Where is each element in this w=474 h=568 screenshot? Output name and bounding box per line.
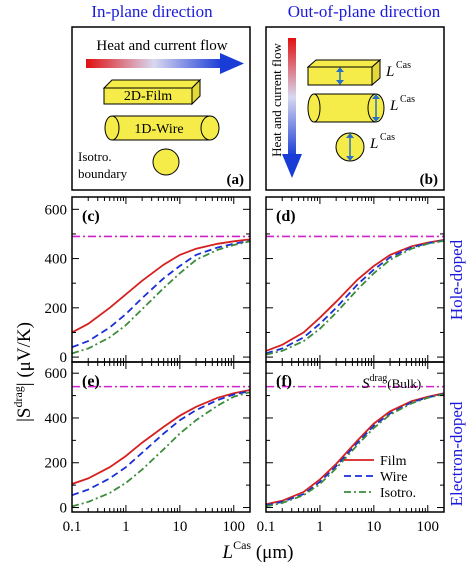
isotro-label-2: boundary [78,166,128,181]
legend-label: Film [380,454,407,469]
svg-text:LCas (μm): LCas (μm) [222,538,294,563]
svg-text:L: L [385,64,394,80]
x-tick-label: 0.1 [63,519,82,535]
x-axis-label: LCas (μm) [222,538,294,563]
wire-shape-b [307,93,385,123]
svg-text:|Sdrag| (μV/K): |Sdrag| (μV/K) [11,322,35,422]
series-isotro [72,391,250,508]
x-tick-label: 1 [122,519,130,535]
series-film [266,392,444,506]
series-film [72,238,250,334]
x-tick-label: 10 [172,519,187,535]
film-shape [102,78,202,106]
panel-label: (f) [276,373,292,390]
panel-label: (e) [82,373,100,390]
panel-e: (e) 0 200 400 600 0.1 1 10 100 [45,361,251,535]
bulk-annotation: Sdrag(Bulk) [362,373,421,392]
x-tick-label: 0.1 [257,519,276,535]
series-isotro [266,393,444,508]
wire-label: 1D-Wire [134,122,183,137]
y-tick-label: 400 [45,252,68,268]
series-wire [72,390,250,497]
flow-label-b: Heat and current flow [269,43,284,157]
y-tick-label: 0 [60,350,68,366]
side-label-electron-doped: Electron-doped [447,401,466,506]
sphere-b [335,132,365,162]
series-wire [266,239,444,355]
x-tick-label: 10 [366,519,381,535]
side-label-hole-doped: Hole-doped [447,239,466,320]
series-film [266,239,444,352]
schematic-b-frame [265,26,445,191]
lcas-label-1: L Cas [385,60,411,80]
legend-label: Isotro. [380,486,416,501]
series-wire [266,392,444,507]
svg-text:Cas: Cas [380,132,395,143]
header-in-plane: In-plane direction [91,2,213,21]
svg-text:Cas: Cas [396,60,411,71]
y-tick-label: 200 [45,301,68,317]
isotro-sphere [152,148,180,176]
panel-f: (f) 0.1 1 10 100 [257,361,445,535]
schematic-a: Heat and current flow 2D-Film 1D-Wire Is… [71,26,251,191]
y-tick-label: 600 [45,366,68,382]
wire-shape [104,115,220,141]
isotro-label-1: Isotro. [78,149,112,164]
panel-label-a: (a) [227,172,245,188]
y-tick-label: 400 [45,411,68,427]
y-tick-label: 200 [45,456,68,472]
flow-arrow-a [86,53,244,74]
y-tick-label: 0 [60,501,68,517]
panel-label: (d) [276,208,296,225]
lcas-label-2: L Cas [389,94,415,114]
x-tick-label: 100 [417,519,440,535]
film-shape-b [306,58,382,87]
panel-d: (d) [265,196,445,363]
schematic-a-frame [71,26,251,191]
svg-text:L: L [389,98,398,114]
panel-frame [71,361,251,513]
svg-text:L: L [369,136,378,152]
y-tick-label: 600 [45,202,68,218]
series-wire [72,239,250,349]
panel-label: (c) [82,208,100,225]
x-tick-label: 1 [316,519,324,535]
y-axis-label: |Sdrag| (μV/K) [11,322,35,422]
flow-label-a: Heat and current flow [96,38,227,54]
series-film [72,389,250,485]
header-out-of-plane: Out-of-plane direction [288,2,441,21]
panel-c: (c) 0 200 400 600 [45,196,251,366]
film-label: 2D-Film [124,89,172,104]
series-isotro [266,239,444,356]
svg-text:Cas: Cas [400,94,415,105]
panel-frame [265,361,445,513]
panel-label-b: (b) [420,172,438,188]
legend-label: Wire [380,470,407,485]
schematic-b: Heat and current flow L Cas L Cas [265,26,445,191]
x-tick-label: 100 [223,519,246,535]
series-isotro [72,240,250,355]
lcas-label-3: L Cas [369,132,395,152]
flow-arrow-b [282,38,302,178]
